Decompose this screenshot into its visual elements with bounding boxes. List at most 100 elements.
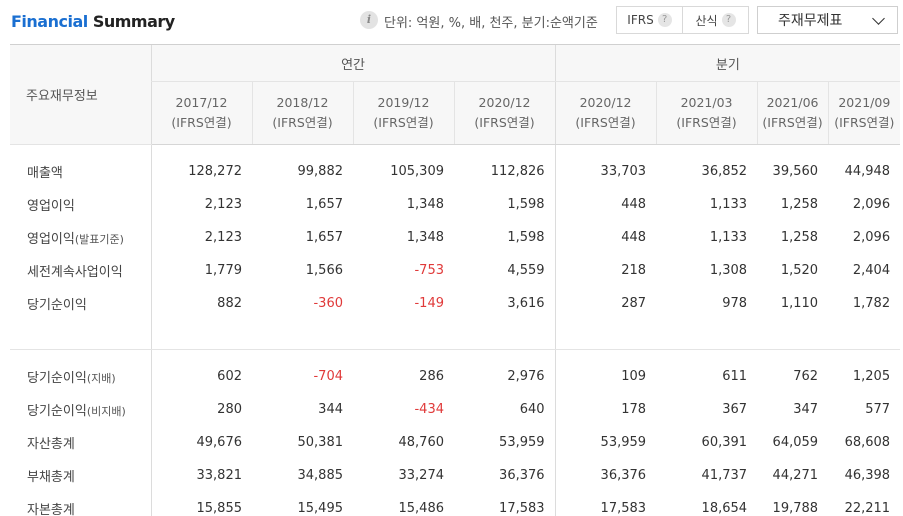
value-cell: -753 <box>414 262 444 278</box>
value-cell: 978 <box>722 295 748 311</box>
table-row: 자산총계 49,676 50,381 48,760 53,959 53,959 60,391… <box>10 425 900 459</box>
statement-select[interactable]: 주재무제표 <box>757 6 898 34</box>
financial-table: 주요재무정보 연간 분기 2017/12 (IFRS연결) 2018/12 (IFRS… <box>10 44 901 516</box>
value-cell: 1,598 <box>507 196 545 212</box>
value-cell: 287 <box>554 286 657 320</box>
period-header: 2021/03 (IFRS연결) <box>655 81 758 145</box>
row-label[interactable]: 세전계속사업이익 <box>10 254 151 287</box>
table-row: 세전계속사업이익 1,779 1,566 -753 4,559 218 1,308 1,520… <box>10 253 900 287</box>
period-header-row: 2017/12 (IFRS연결) 2018/12 (IFRS연결) 2019/12 (IF… <box>10 81 901 145</box>
value-cell: 17,583 <box>554 491 657 516</box>
value-cell: 99,882 <box>297 163 344 179</box>
value-cell: 1,657 <box>305 196 343 212</box>
period-basis: (IFRS연결) <box>575 115 636 130</box>
help-icon[interactable]: ? <box>721 13 736 27</box>
row-label-text: 영업이익 <box>27 198 75 214</box>
value-cell: 64,059 <box>772 434 819 450</box>
value-cell: -360 <box>313 295 343 311</box>
value-cell: 611 <box>722 368 748 384</box>
value-cell: 17,583 <box>499 500 545 516</box>
table-row: 매출액 128,272 99,882 105,309 112,826 33,703 36,8… <box>10 154 900 188</box>
value-cell: 33,821 <box>150 458 252 492</box>
value-cell: 367 <box>722 401 748 417</box>
value-cell: 286 <box>419 368 444 384</box>
period-basis: (IFRS연결) <box>474 115 535 130</box>
period-basis: (IFRS연결) <box>676 115 737 130</box>
value-cell: 640 <box>519 401 545 417</box>
period-date: 2020/12 <box>478 95 531 110</box>
row-label[interactable]: 자산총계 <box>10 426 151 459</box>
row-label-text: 세전계속사업이익 <box>27 264 123 280</box>
table-row: 영업이익 2,123 1,657 1,348 1,598 448 1,133 1,258 2,0… <box>10 187 900 221</box>
value-cell: 48,760 <box>398 434 445 450</box>
value-cell: 602 <box>150 359 252 393</box>
row-label[interactable]: 당기순이익(지배) <box>10 360 151 393</box>
row-label-text: 매출액 <box>27 165 63 181</box>
row-label[interactable]: 당기순이익 <box>10 287 151 320</box>
help-icon[interactable]: ? <box>657 13 672 27</box>
value-cell: 36,376 <box>499 467 545 483</box>
table-row: 당기순이익(지배) 602 -704 286 2,976 109 611 762 1,205 <box>10 359 900 393</box>
value-cell: 1,205 <box>852 368 891 384</box>
row-label[interactable]: 자본총계 <box>10 492 151 516</box>
unit-text: 단위: 억원, %, 배, 천주, 분기:순액기준 <box>384 16 598 31</box>
section-title: Financial Summary <box>11 12 175 31</box>
value-cell: 33,274 <box>398 467 445 483</box>
formula-button[interactable]: 산식 ? <box>682 7 748 33</box>
value-cell: 280 <box>150 392 252 426</box>
value-cell: 1,348 <box>406 229 444 245</box>
value-cell: 53,959 <box>554 425 657 459</box>
period-date: 2020/12 <box>579 95 632 110</box>
row-label[interactable]: 부채총계 <box>10 459 151 492</box>
value-cell: 882 <box>150 286 252 320</box>
value-cell: 2,123 <box>150 220 252 254</box>
row-label[interactable]: 매출액 <box>10 155 151 188</box>
value-cell: 1,308 <box>709 262 748 278</box>
value-cell: 44,271 <box>772 467 819 483</box>
row-label-text: 영업이익 <box>27 231 75 247</box>
row-label-text: 당기순이익 <box>27 297 87 313</box>
period-date: 2017/12 <box>175 95 228 110</box>
row-label-suffix: (지배) <box>86 371 116 385</box>
table-row: 당기순이익(비지배) 280 344 -434 640 178 367 347 577 <box>10 392 900 426</box>
value-cell: 2,976 <box>507 368 545 384</box>
period-basis: (IFRS연결) <box>834 115 895 130</box>
row-label[interactable]: 영업이익(발표기준) <box>10 221 151 254</box>
value-cell: 44,948 <box>844 163 891 179</box>
value-cell: 15,855 <box>150 491 252 516</box>
period-basis: (IFRS연결) <box>762 115 823 130</box>
row-label[interactable]: 영업이익 <box>10 188 151 221</box>
row-label[interactable]: 당기순이익(비지배) <box>10 393 151 426</box>
period-basis: (IFRS연결) <box>373 115 434 130</box>
group-annual: 연간 <box>150 44 556 82</box>
value-cell: 18,654 <box>701 500 748 516</box>
group-quarterly: 분기 <box>554 44 901 82</box>
ifrs-button[interactable]: IFRS ? <box>617 7 682 33</box>
value-cell: 36,376 <box>554 458 657 492</box>
value-cell: 15,495 <box>297 500 344 516</box>
row-label-text: 당기순이익 <box>27 370 87 386</box>
value-cell: 41,737 <box>701 467 748 483</box>
value-cell: 49,676 <box>150 425 252 459</box>
value-cell: 105,309 <box>390 163 444 179</box>
value-cell: 218 <box>554 253 657 287</box>
value-cell: 68,608 <box>844 434 891 450</box>
value-cell: 1,566 <box>305 262 343 278</box>
period-header: 2021/06 (IFRS연결) <box>756 81 829 145</box>
period-header: 2019/12 (IFRS연결) <box>352 81 454 145</box>
value-cell: 60,391 <box>701 434 748 450</box>
period-basis: (IFRS연결) <box>272 115 333 130</box>
period-header: 2017/12 (IFRS연결) <box>150 81 252 145</box>
ifrs-label: IFRS <box>627 13 654 27</box>
value-cell: 36,852 <box>701 163 748 179</box>
period-date: 2018/12 <box>276 95 329 110</box>
period-date: 2019/12 <box>377 95 430 110</box>
value-cell: 448 <box>554 220 657 254</box>
info-icon[interactable]: i <box>360 11 378 29</box>
value-cell: 1,598 <box>507 229 545 245</box>
period-date: 2021/06 <box>766 95 819 110</box>
value-cell: 46,398 <box>844 467 891 483</box>
value-cell: -434 <box>414 401 444 417</box>
period-basis: (IFRS연결) <box>171 115 232 130</box>
value-cell: 19,788 <box>772 500 819 516</box>
